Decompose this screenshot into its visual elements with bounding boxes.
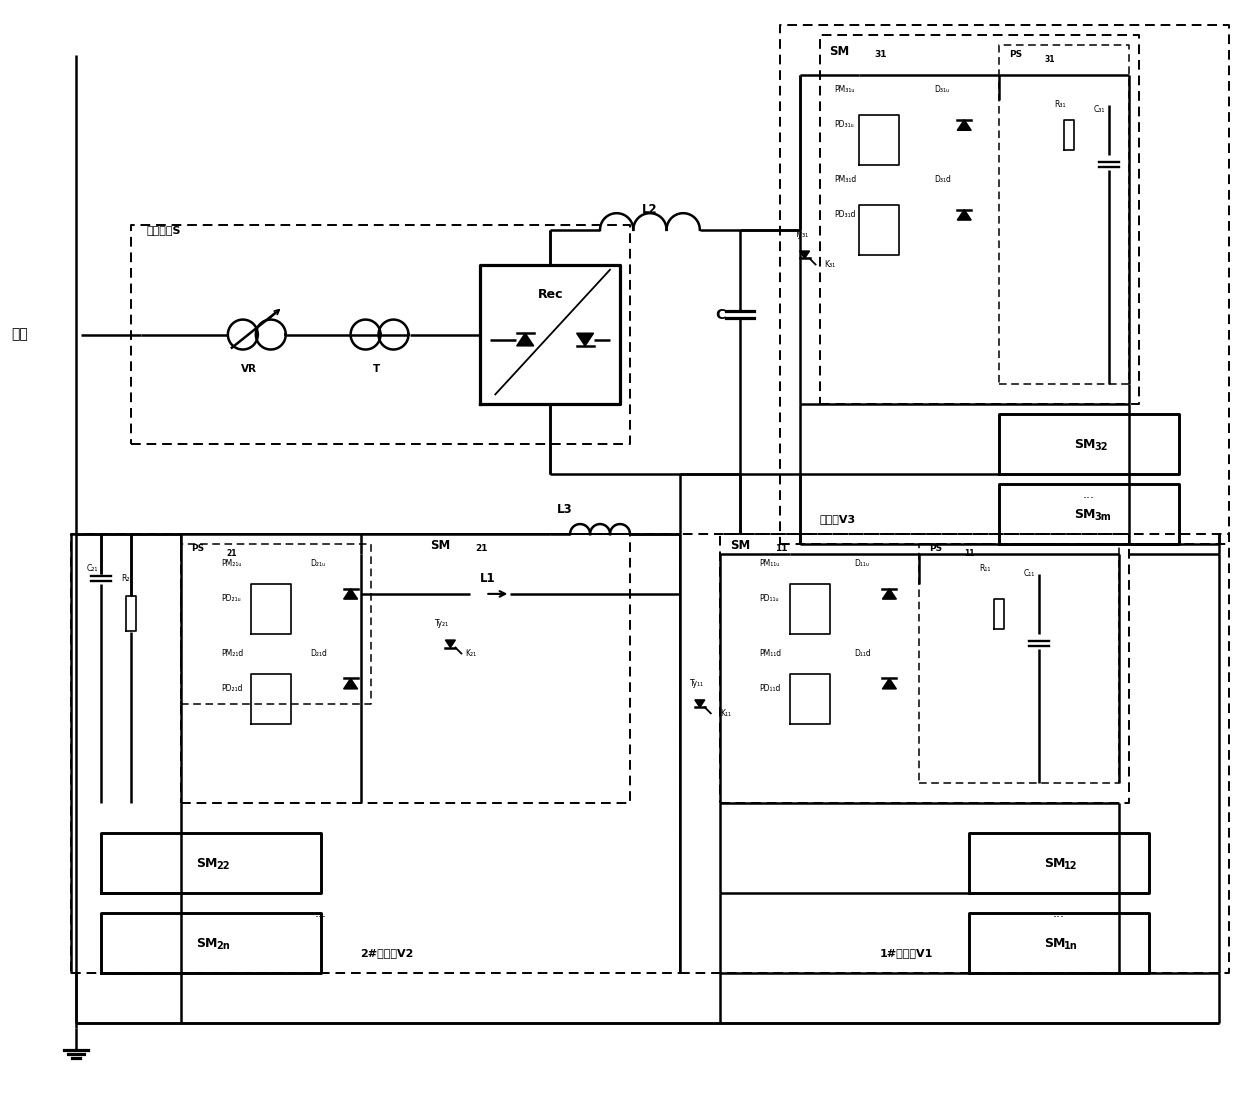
Text: PM₂₁d: PM₂₁d (221, 649, 243, 658)
Polygon shape (694, 700, 704, 708)
Text: SM: SM (730, 539, 750, 552)
Text: 电网: 电网 (11, 328, 29, 341)
Text: 11: 11 (775, 544, 787, 553)
Text: 32: 32 (1094, 442, 1107, 452)
Text: SM: SM (1074, 438, 1096, 450)
Text: D₁₁d: D₁₁d (854, 649, 872, 658)
Text: 3m: 3m (1094, 511, 1111, 521)
Text: VR: VR (241, 364, 257, 374)
Text: SM: SM (196, 936, 217, 949)
Text: ...: ... (315, 906, 326, 920)
Text: K₃₁: K₃₁ (825, 261, 836, 269)
Text: Ty₂₁: Ty₂₁ (435, 619, 450, 628)
Text: PM₁₁d: PM₁₁d (760, 649, 781, 658)
Text: 11: 11 (965, 549, 975, 558)
Text: SM: SM (1074, 508, 1096, 521)
Text: ...: ... (1053, 906, 1065, 920)
Polygon shape (957, 210, 971, 220)
Polygon shape (343, 679, 357, 689)
Polygon shape (343, 588, 357, 599)
Text: 1#试品阀V1: 1#试品阀V1 (879, 948, 932, 958)
Text: L3: L3 (557, 502, 573, 516)
Text: PM₃₁ᵤ: PM₃₁ᵤ (835, 85, 854, 94)
Text: PM₂₁ᵤ: PM₂₁ᵤ (221, 559, 242, 567)
Text: PD₃₁d: PD₃₁d (835, 210, 856, 219)
Polygon shape (577, 333, 594, 346)
Text: 22: 22 (216, 861, 229, 871)
Text: D₁₁ᵤ: D₁₁ᵤ (854, 559, 869, 567)
Polygon shape (517, 333, 533, 346)
Text: D₃₁d: D₃₁d (934, 174, 951, 184)
Text: SM: SM (830, 45, 849, 59)
Text: ...: ... (1083, 488, 1095, 500)
Text: PD₂₁ᵤ: PD₂₁ᵤ (221, 594, 241, 603)
Text: 辅助阀V3: 辅助阀V3 (820, 514, 856, 524)
Text: 21: 21 (475, 544, 487, 553)
Text: R₂₁: R₂₁ (122, 574, 133, 583)
Text: C: C (714, 308, 725, 321)
Text: L2: L2 (642, 203, 657, 216)
Text: K₂₁: K₂₁ (465, 649, 476, 658)
Text: R₃₁: R₃₁ (1054, 100, 1065, 109)
Text: C₃₁: C₃₁ (1094, 105, 1105, 114)
Text: SM: SM (1044, 857, 1065, 870)
Text: C₁₁: C₁₁ (1024, 569, 1035, 578)
Polygon shape (883, 679, 897, 689)
Text: D₂₁ᵤ: D₂₁ᵤ (311, 559, 326, 567)
Text: 1n: 1n (1064, 941, 1078, 951)
Text: 试验电源S: 试验电源S (146, 225, 181, 235)
Text: 12: 12 (1064, 861, 1078, 871)
Polygon shape (883, 588, 897, 599)
Text: PM₁₁ᵤ: PM₁₁ᵤ (760, 559, 780, 567)
Text: SM: SM (196, 857, 217, 870)
Text: PS: PS (1009, 51, 1022, 60)
Text: D₃₁ᵤ: D₃₁ᵤ (934, 85, 950, 94)
Text: Ty₁₁: Ty₁₁ (689, 679, 704, 688)
Text: SM: SM (430, 539, 450, 552)
Text: R₁₁: R₁₁ (980, 564, 991, 573)
Text: Ty₃₁: Ty₃₁ (795, 230, 808, 238)
Polygon shape (800, 251, 810, 258)
Text: PD₃₁ᵤ: PD₃₁ᵤ (835, 120, 854, 129)
Text: SM: SM (1044, 936, 1065, 949)
Text: C₂₁: C₂₁ (87, 564, 98, 573)
Text: 31: 31 (874, 51, 887, 60)
Text: 2n: 2n (216, 941, 229, 951)
Text: Rec: Rec (537, 288, 563, 301)
Text: L1: L1 (480, 573, 496, 585)
Text: PS: PS (191, 544, 205, 553)
Text: PM₃₁d: PM₃₁d (835, 174, 857, 184)
Polygon shape (957, 120, 971, 130)
Text: D₂₁d: D₂₁d (311, 649, 327, 658)
Text: PD₁₁ᵤ: PD₁₁ᵤ (760, 594, 779, 603)
Text: PS: PS (929, 544, 942, 553)
Text: 31: 31 (1044, 55, 1054, 64)
Text: 2#试品阀V2: 2#试品阀V2 (361, 948, 414, 958)
Polygon shape (445, 640, 455, 648)
Text: PD₁₁d: PD₁₁d (760, 683, 781, 692)
Text: T: T (372, 364, 379, 374)
Text: K₁₁: K₁₁ (719, 709, 730, 718)
Text: PD₂₁d: PD₂₁d (221, 683, 242, 692)
Text: 21: 21 (226, 549, 237, 558)
